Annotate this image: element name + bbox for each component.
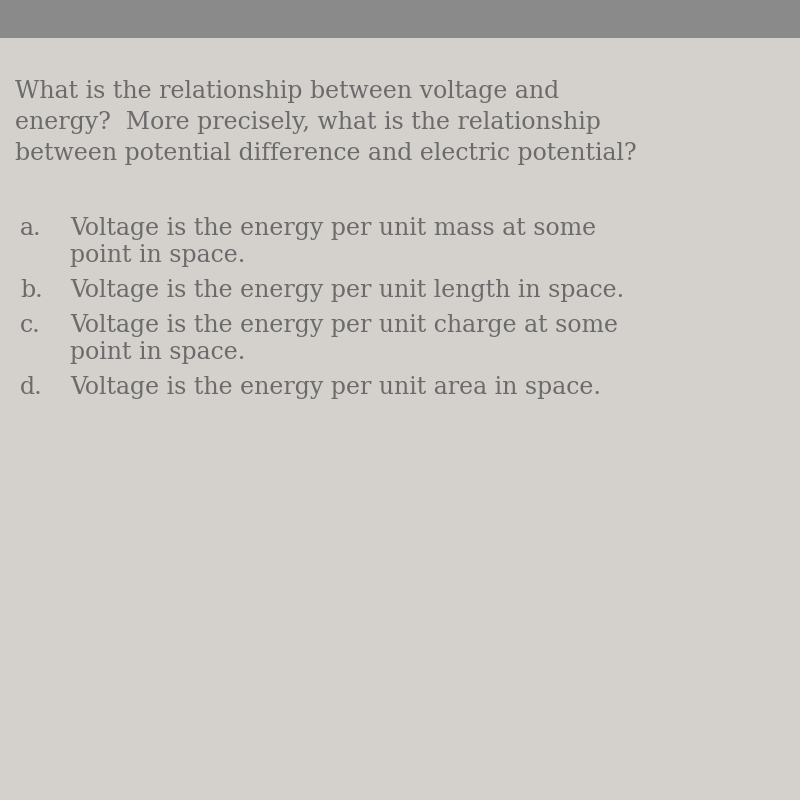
- Bar: [0, 0, 800, 38]
- Text: d.: d.: [20, 377, 42, 399]
- Text: point in space.: point in space.: [70, 342, 246, 365]
- Text: a.: a.: [20, 218, 42, 241]
- Text: Voltage is the energy per unit charge at some: Voltage is the energy per unit charge at…: [70, 314, 618, 338]
- Text: Voltage is the energy per unit area in space.: Voltage is the energy per unit area in s…: [70, 377, 601, 399]
- Text: Voltage is the energy per unit mass at some: Voltage is the energy per unit mass at s…: [70, 218, 596, 241]
- Text: What is the relationship between voltage and
energy?  More precisely, what is th: What is the relationship between voltage…: [15, 80, 637, 166]
- Text: c.: c.: [20, 314, 41, 338]
- Text: point in space.: point in space.: [70, 245, 246, 267]
- Text: b.: b.: [20, 279, 42, 302]
- Text: Voltage is the energy per unit length in space.: Voltage is the energy per unit length in…: [70, 279, 624, 302]
